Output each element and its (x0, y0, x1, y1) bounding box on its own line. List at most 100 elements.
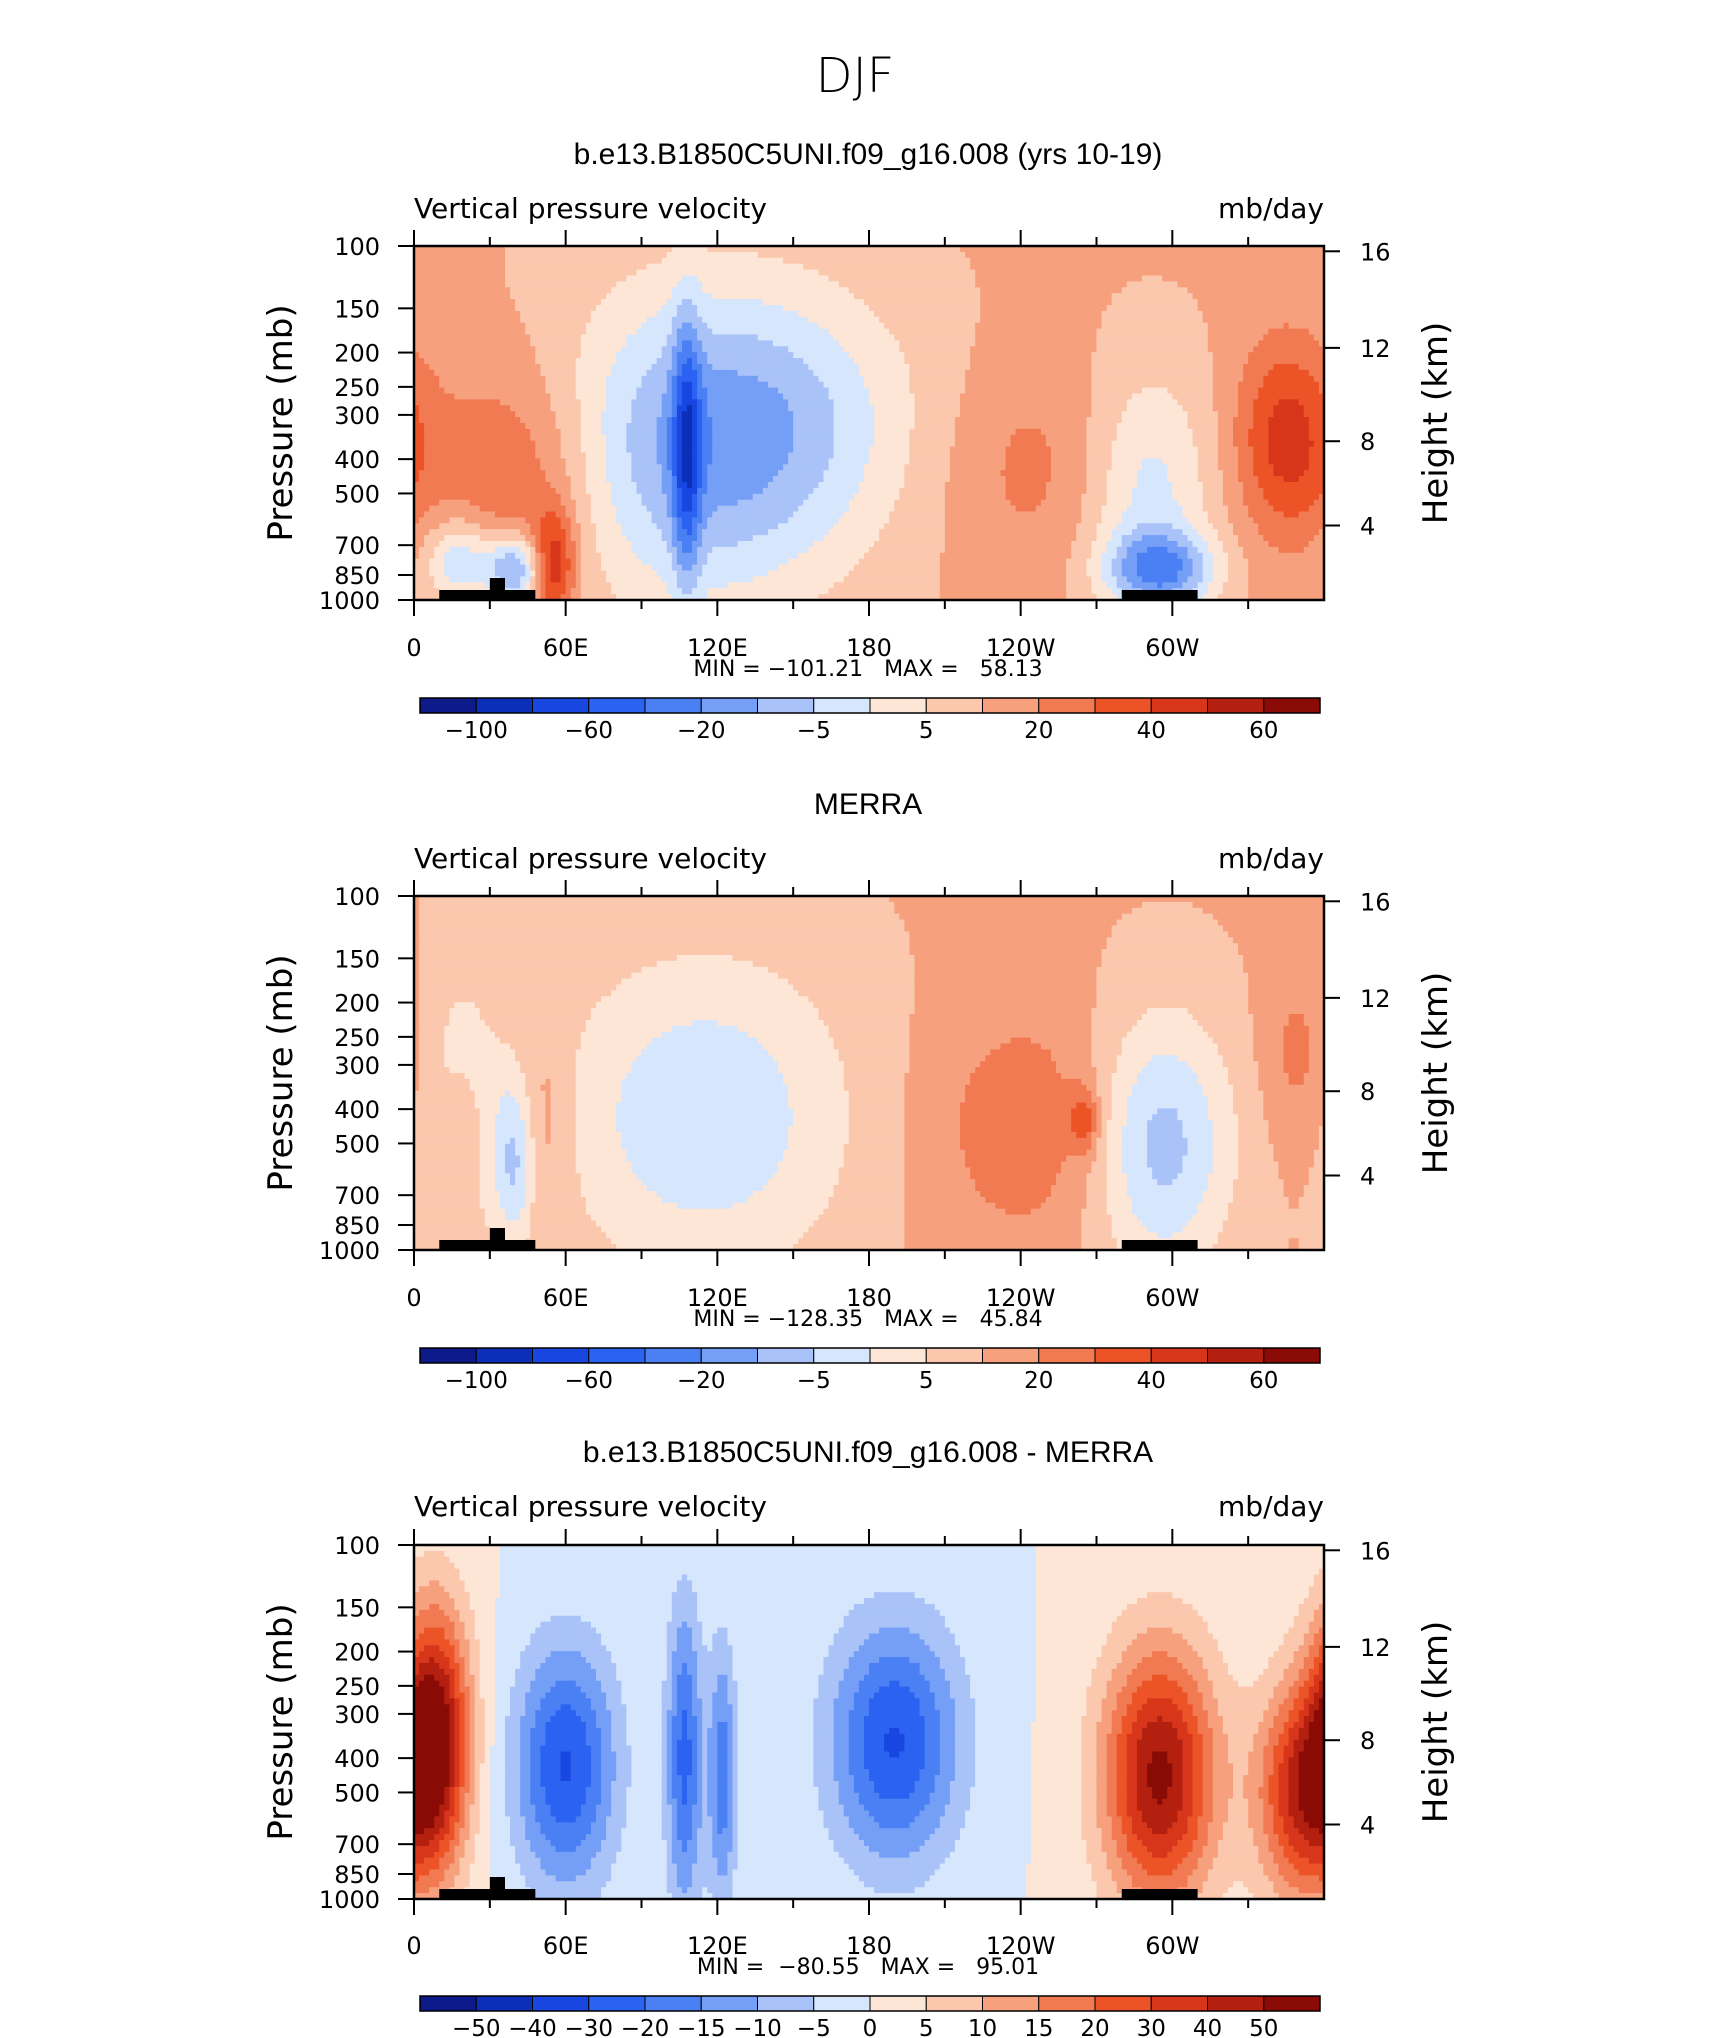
field-cell (707, 305, 713, 312)
field-cell (738, 311, 744, 318)
field-cell (1279, 346, 1285, 353)
field-cell (1056, 388, 1062, 395)
field-cell (758, 293, 764, 300)
field-cell (758, 258, 764, 265)
field-cell (798, 270, 804, 277)
field-cell (697, 346, 703, 353)
field-cell (1031, 323, 1037, 330)
field-cell (540, 299, 546, 306)
field-cell (839, 370, 845, 377)
field-cell (1021, 311, 1027, 318)
field-cell (576, 352, 582, 359)
field-cell (763, 305, 769, 312)
field-cell (859, 394, 865, 401)
field-cell (444, 370, 450, 377)
field-cell (849, 323, 855, 330)
field-cell (1268, 370, 1274, 377)
field-cell (940, 394, 946, 401)
field-cell (465, 382, 471, 389)
field-cell (1157, 270, 1163, 277)
field-cell (960, 317, 966, 324)
field-cell (631, 299, 637, 306)
field-cell (1208, 276, 1214, 283)
field-cell (606, 299, 612, 306)
field-cell (1279, 352, 1285, 359)
field-cell (1026, 311, 1032, 318)
field-cell (864, 335, 870, 342)
field-cell (682, 252, 688, 259)
field-cell (1152, 394, 1158, 401)
field-cell (505, 399, 511, 406)
field-cell (505, 276, 511, 283)
field-cell (596, 364, 602, 371)
field-cell (1051, 270, 1057, 277)
field-cell (768, 382, 774, 389)
field-cell (1228, 323, 1234, 330)
field-cell (1162, 258, 1168, 265)
field-cell (849, 258, 855, 265)
field-cell (985, 346, 991, 353)
field-cell (576, 317, 582, 324)
field-cell (824, 352, 830, 359)
field-cell (1172, 311, 1178, 318)
field-cell (495, 323, 501, 330)
field-cell (717, 388, 723, 395)
field-cell (975, 323, 981, 330)
field-cell (763, 370, 769, 377)
field-cell (1061, 364, 1067, 371)
field-cell (1299, 370, 1305, 377)
field-cell (515, 281, 521, 288)
field-cell (1117, 399, 1123, 406)
field-cell (960, 276, 966, 283)
field-cell (1086, 329, 1092, 336)
field-cell (424, 311, 430, 318)
field-cell (510, 317, 516, 324)
field-cell (1263, 317, 1269, 324)
field-cell (535, 340, 541, 347)
field-cell (1086, 252, 1092, 259)
field-cell (1248, 329, 1254, 336)
field-cell (439, 252, 445, 259)
field-cell (1117, 370, 1123, 377)
field-cell (444, 329, 450, 336)
field-cell (439, 394, 445, 401)
field-cell (748, 258, 754, 265)
field-cell (864, 340, 870, 347)
field-cell (419, 329, 425, 336)
field-cell (429, 364, 435, 371)
field-cell (1000, 264, 1006, 271)
field-cell (975, 264, 981, 271)
field-cell (419, 270, 425, 277)
field-cell (1086, 270, 1092, 277)
field-cell (1203, 388, 1209, 395)
field-cell (561, 287, 567, 294)
field-cell (561, 376, 567, 383)
field-cell (798, 329, 804, 336)
field-cell (722, 258, 728, 265)
field-cell (576, 281, 582, 288)
field-cell (793, 352, 799, 359)
field-cell (667, 252, 673, 259)
field-cell (813, 358, 819, 365)
field-cell (465, 293, 471, 300)
field-cell (859, 252, 865, 259)
field-cell (763, 293, 769, 300)
field-cell (743, 323, 749, 330)
field-cell (738, 352, 744, 359)
field-cell (818, 370, 824, 377)
field-cell (1279, 276, 1285, 283)
field-cell (510, 323, 516, 330)
field-cell (576, 258, 582, 265)
field-cell (1304, 305, 1310, 312)
field-cell (915, 317, 921, 324)
field-cell (990, 311, 996, 318)
field-cell (960, 335, 966, 342)
field-cell (601, 358, 607, 365)
field-cell (500, 382, 506, 389)
field-cell (864, 299, 870, 306)
field-cell (682, 317, 688, 324)
field-cell (1309, 370, 1315, 377)
field-cell (490, 270, 496, 277)
field-cell (1157, 382, 1163, 389)
field-cell (540, 399, 546, 406)
